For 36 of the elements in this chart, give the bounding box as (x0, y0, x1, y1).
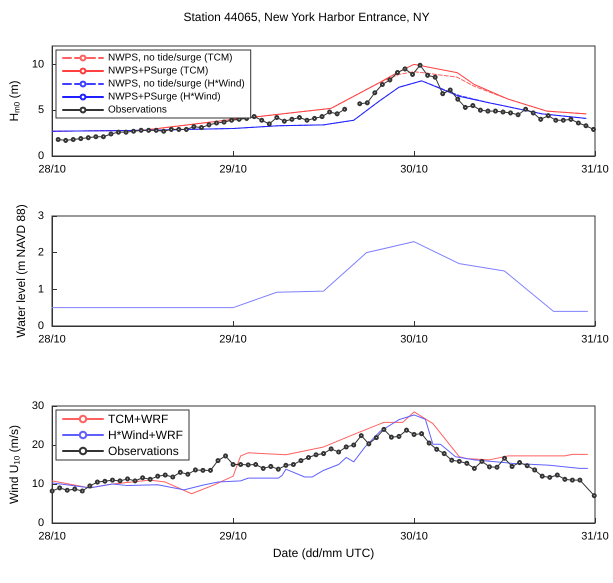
x-axis-title: Date (dd/mm UTC) (272, 546, 374, 560)
y-tick-label: 10 (32, 58, 44, 70)
x-tick-label: 29/10 (219, 164, 247, 176)
x-tick-label: 30/10 (400, 164, 428, 176)
legend-label: TCM+WRF (108, 412, 168, 426)
chart-title: Station 44065, New York Harbor Entrance, NY (183, 10, 430, 24)
legend-label: NWPS, no tide/surge (H*Wind) (108, 78, 245, 90)
legend-label: Observations (108, 104, 167, 116)
legend-label: NWPS+PSurge (TCM) (108, 66, 208, 76)
y-tick-label: 0 (38, 150, 44, 162)
y-axis-title: Hm0 (m) (7, 80, 22, 122)
legend-label: H*Wind+WRF (108, 428, 184, 442)
legend-label: NWPS, no tide/surge (TCM) (108, 52, 232, 64)
x-tick-label: 29/10 (219, 334, 247, 346)
y-tick-label: 5 (38, 104, 44, 116)
x-tick-label: 31/10 (581, 164, 609, 176)
y-tick-label: 0 (38, 517, 44, 529)
x-tick-label: 31/10 (581, 530, 609, 542)
y-axis-title: Water level (m NAVD 88) (14, 204, 28, 338)
y-tick-label: 1 (38, 283, 44, 296)
x-tick-label: 30/10 (400, 530, 428, 542)
y-tick-label: 2 (38, 246, 44, 259)
y-tick-label: 10 (32, 478, 44, 490)
y-tick-label: 20 (32, 439, 44, 451)
x-tick-label: 29/10 (219, 530, 247, 542)
y-tick-label: 0 (38, 320, 44, 332)
x-tick-label: 28/10 (38, 334, 66, 346)
x-tick-label: 31/10 (581, 334, 609, 346)
x-tick-label: 30/10 (400, 334, 428, 346)
legend-label: NWPS+PSurge (H*Wind) (108, 92, 221, 102)
y-axis-title: Wind U10 (m/s) (7, 425, 22, 504)
legend-label: Observations (108, 444, 179, 458)
y-tick-label: 3 (38, 210, 44, 222)
y-tick-label: 30 (32, 400, 44, 412)
x-tick-label: 28/10 (38, 164, 66, 176)
x-tick-label: 28/10 (38, 530, 66, 542)
